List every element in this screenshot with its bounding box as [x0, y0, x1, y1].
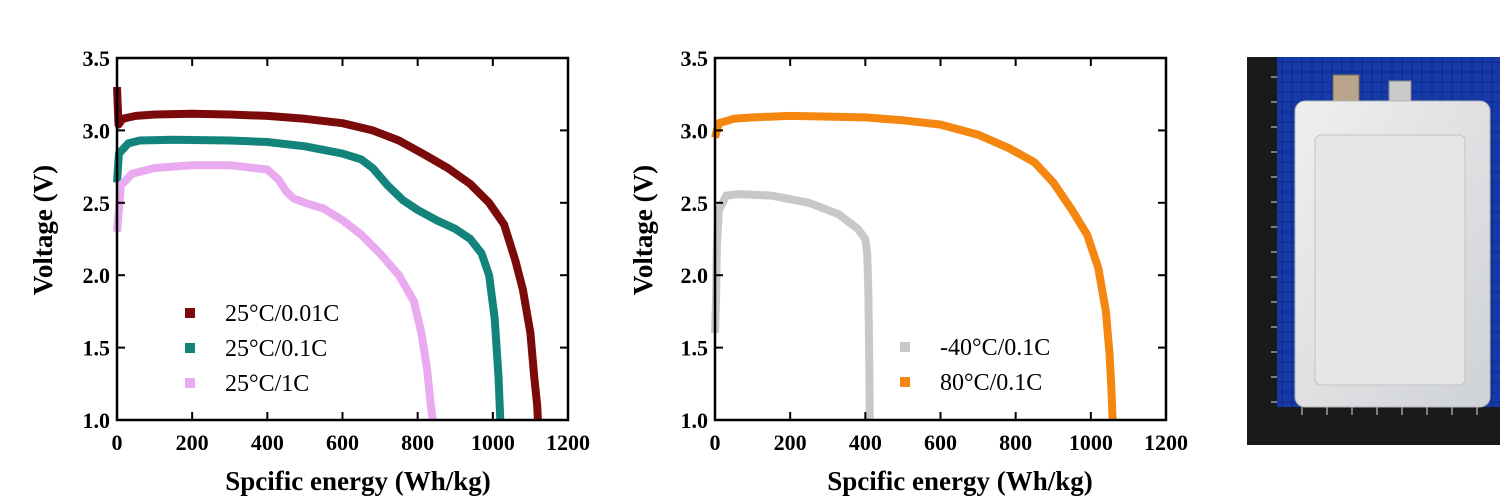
- y-tick-label: 3.5: [83, 46, 111, 71]
- pouch-cell-image: [1247, 57, 1500, 445]
- x-tick-label: 600: [326, 430, 359, 455]
- chart-right-x-axis-title: Spcific energy (Wh/kg): [827, 466, 1092, 496]
- series-0-curve: [711, 190, 874, 421]
- y-tick-label: 2.5: [83, 191, 111, 216]
- y-tick-label: 3.5: [681, 46, 709, 71]
- legend-label: 25°C/0.01C: [225, 301, 339, 327]
- x-tick-label: 1200: [546, 430, 590, 455]
- chart-left-x-axis-title: Spcific energy (Wh/kg): [225, 466, 490, 496]
- series-0-curve: [113, 86, 542, 421]
- legend-label: 25°C/0.1C: [225, 336, 327, 362]
- legend-label: 80°C/0.1C: [940, 370, 1042, 396]
- y-tick-label: 3.0: [83, 118, 111, 143]
- y-tick-label: 1.5: [681, 336, 709, 361]
- chart-right-legend: -40°C/0.1C 80°C/0.1C: [900, 335, 1050, 396]
- x-tick-label: 1000: [1069, 430, 1113, 455]
- legend-marker: [900, 377, 910, 387]
- legend-marker: [185, 308, 195, 318]
- chart-left-ticks: 0 200 400 600 800 1000 1200 1.0 1.5 2.0 2.5 3.0 3.5: [83, 46, 591, 455]
- chart-right-data: [711, 111, 1117, 421]
- series-1-curve: [711, 111, 1117, 421]
- legend-label: -40°C/0.1C: [940, 335, 1050, 361]
- legend-label: 25°C/1C: [225, 371, 309, 397]
- chart-right-y-axis-title: Voltage (V): [628, 165, 658, 295]
- chart-left: 0 200 400 600 800 1000 12001.01.52.02.53.03.5 …: [28, 46, 590, 496]
- chart-right: 0 200 400 600 800 1000 12001.01.52.02.53.03.5 …: [628, 46, 1188, 496]
- chart-left-data: [113, 86, 542, 421]
- y-tick-label: 2.0: [681, 263, 709, 288]
- x-tick-label: 800: [999, 430, 1032, 455]
- series-1-curve: [113, 135, 505, 421]
- x-tick-label: 400: [251, 430, 284, 455]
- chart-left-y-axis-title: Voltage (V): [28, 165, 58, 295]
- vertical-ruler-icon: [1247, 57, 1277, 445]
- x-tick-label: 1200: [1144, 430, 1188, 455]
- x-tick-label: 400: [849, 430, 882, 455]
- y-tick-label: 2.5: [681, 191, 709, 216]
- x-tick-label: 200: [774, 430, 807, 455]
- pouch-cell-photo: [1247, 57, 1500, 445]
- y-tick-label: 3.0: [681, 118, 709, 143]
- x-tick-label: 0: [710, 430, 721, 455]
- x-tick-label: 1000: [471, 430, 515, 455]
- horizontal-ruler-icon: [1277, 407, 1500, 445]
- y-tick-label: 2.0: [83, 263, 111, 288]
- x-tick-label: 200: [176, 430, 209, 455]
- chart-right-ticks: 0 200 400 600 800 1000 1200 1.0 1.5 2.0 2.5 3.0 3.5: [681, 46, 1189, 455]
- y-tick-label: 1.0: [83, 408, 111, 433]
- legend-marker: [185, 378, 195, 388]
- x-tick-label: 0: [112, 430, 123, 455]
- y-tick-label: 1.0: [681, 408, 709, 433]
- legend-marker: [900, 342, 910, 352]
- series-2-curve: [113, 161, 437, 421]
- legend-marker: [185, 343, 195, 353]
- chart-left-legend: 25°C/0.01C 25°C/0.1C 25°C/1C: [185, 301, 339, 397]
- y-tick-label: 1.5: [83, 336, 111, 361]
- x-tick-label: 800: [401, 430, 434, 455]
- x-tick-label: 600: [924, 430, 957, 455]
